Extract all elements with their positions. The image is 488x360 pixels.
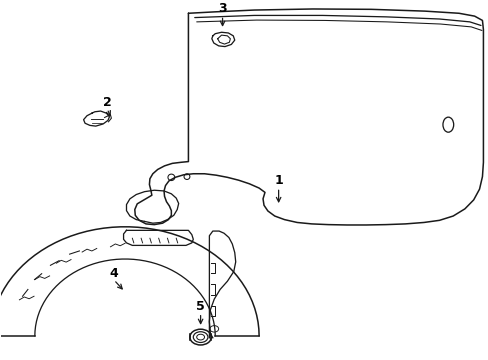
Text: 2: 2 [102,96,111,109]
Text: 3: 3 [218,3,226,15]
Text: 4: 4 [109,267,118,280]
Text: 1: 1 [274,174,283,188]
Text: 5: 5 [196,300,204,313]
